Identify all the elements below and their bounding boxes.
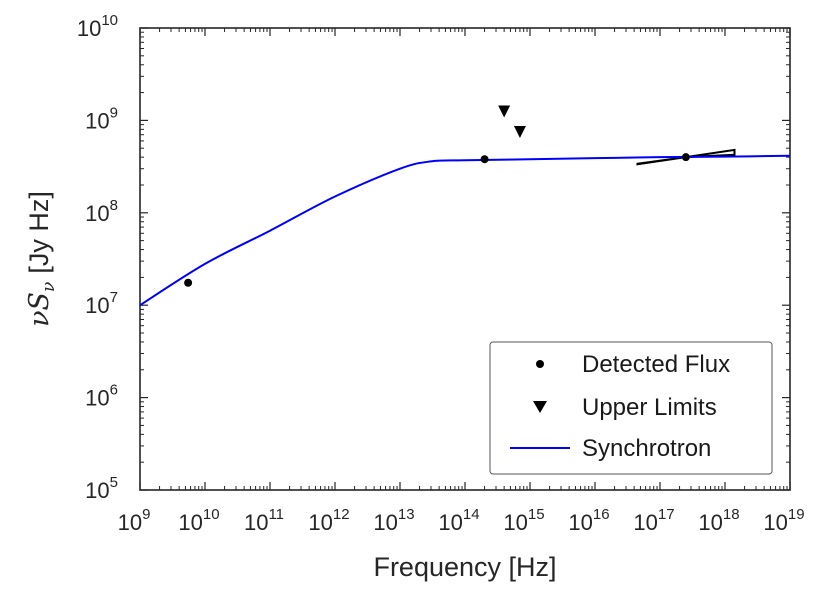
legend: Detected Flux Upper Limits Synchrotron: [489, 341, 773, 475]
x-tick-label: 1018: [698, 506, 739, 535]
synchrotron-line: [139, 154, 791, 307]
y-tick-label: 108: [85, 197, 118, 226]
detected-flux-point: [184, 278, 193, 287]
x-tick-label: 1019: [763, 506, 804, 535]
detected-flux-point: [480, 155, 489, 164]
upper-limit-point: [498, 105, 511, 118]
y-tick-label: 1010: [77, 12, 118, 41]
y-axis-title-symbol: νS: [24, 292, 55, 327]
x-tick-label: 1010: [178, 506, 219, 535]
x-tick-label: 1011: [244, 506, 284, 535]
legend-marker-upper-limits: [533, 401, 547, 413]
y-tick-label: 109: [85, 104, 118, 133]
legend-label-detected-flux: Detected Flux: [582, 351, 730, 378]
y-axis-title-subscript: ν: [39, 282, 59, 292]
legend-label-upper-limits: Upper Limits: [582, 394, 717, 421]
legend-label-synchrotron: Synchrotron: [582, 435, 711, 462]
legend-marker-detected-flux: [536, 360, 544, 368]
y-tick-label: 105: [85, 474, 118, 503]
y-axis-title: νSν [Jy Hz]: [24, 191, 59, 327]
plot-frame: [139, 27, 791, 491]
detected-flux-point: [681, 153, 690, 162]
y-tick-label: 107: [85, 289, 118, 318]
x-tick-label: 1015: [503, 506, 544, 535]
legend-box: [489, 341, 773, 475]
x-tick-label: 1014: [438, 506, 479, 535]
y-tick-label: 106: [85, 382, 118, 411]
x-tick-label: 109: [118, 506, 151, 535]
x-tick-label: 1013: [373, 506, 414, 535]
x-tick-label: 1017: [633, 506, 674, 535]
plot-series: [139, 105, 791, 307]
x-tick-label: 1016: [568, 506, 609, 535]
y-axis-title-units: [Jy Hz]: [24, 191, 54, 274]
svg-text:νSν[Jy Hz]: νSν [Jy Hz]: [24, 191, 59, 327]
upper-limit-point: [513, 125, 526, 138]
x-tick-label: 1012: [308, 506, 349, 535]
x-axis-title: Frequency [Hz]: [373, 552, 556, 582]
tick-labels: 109 1010 1011 1012 1013 1014 1015 1016 1017 1018 1…: [77, 12, 805, 535]
